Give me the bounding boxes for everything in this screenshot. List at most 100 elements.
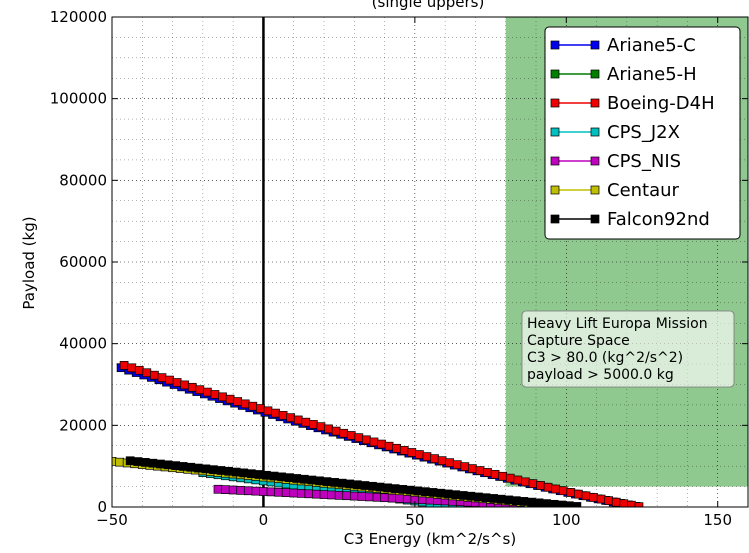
data-point [505, 473, 515, 483]
data-point [163, 460, 173, 470]
data-point [395, 494, 405, 503]
data-point [574, 489, 583, 499]
data-point [362, 435, 371, 445]
data-point [312, 489, 321, 499]
data-point [345, 479, 355, 489]
data-point [375, 482, 385, 492]
data-point [490, 470, 500, 479]
data-point [496, 494, 506, 504]
data-point [157, 373, 167, 382]
data-point [365, 492, 374, 502]
data-point [271, 408, 280, 418]
legend-label: Ariane5-H [607, 64, 697, 85]
data-point [150, 370, 159, 380]
x-tick-label: 50 [405, 511, 424, 529]
data-point [327, 490, 336, 500]
data-point [452, 460, 462, 470]
y-tick-label: 100000 [50, 90, 107, 108]
data-point [148, 458, 158, 468]
data-point [178, 462, 188, 471]
legend-marker [550, 40, 560, 50]
annotation-line: Heavy Lift Europa Mission [527, 316, 708, 332]
data-point [119, 360, 129, 370]
data-point [233, 397, 243, 406]
data-point [543, 482, 553, 492]
data-point [187, 382, 197, 392]
legend-marker [590, 69, 600, 79]
data-point [558, 486, 568, 496]
legend-marker [590, 40, 600, 50]
data-point [330, 478, 339, 487]
legend-marker [590, 214, 600, 224]
data-point [513, 475, 523, 485]
legend-label: Falcon92nd [607, 209, 710, 230]
data-point [445, 458, 455, 468]
data-point [331, 426, 341, 436]
y-axis-label: Payload (kg) [20, 216, 38, 309]
data-point [231, 467, 241, 477]
data-point [521, 477, 530, 487]
data-point [390, 484, 400, 493]
data-point [201, 464, 211, 474]
chart-title: (single uppers) [372, 0, 485, 11]
data-point [357, 492, 367, 501]
annotation-box [521, 310, 735, 388]
data-point [309, 420, 318, 429]
data-point [256, 404, 265, 413]
data-point [542, 499, 551, 507]
data-point [627, 500, 636, 507]
legend-marker [550, 98, 560, 108]
data-point [337, 478, 347, 488]
y-tick-label: 40000 [59, 335, 107, 353]
x-tick-label: 100 [552, 511, 581, 529]
data-point [315, 476, 324, 486]
data-point [528, 479, 538, 489]
data-point [481, 493, 491, 503]
data-point [349, 491, 359, 501]
data-point [221, 485, 230, 494]
data-point [498, 471, 508, 481]
data-point [415, 450, 424, 459]
data-point [203, 387, 212, 397]
data-point [301, 417, 311, 427]
data-point [551, 484, 561, 494]
data-point [292, 474, 302, 483]
data-point [236, 486, 246, 495]
data-point [322, 477, 332, 486]
data-point [209, 465, 218, 475]
x-tick-label: −50 [96, 511, 128, 529]
data-point [240, 399, 250, 409]
data-point [399, 446, 409, 455]
data-point [224, 466, 233, 476]
x-tick-label: 0 [259, 511, 269, 529]
data-point [380, 493, 389, 503]
data-point [534, 498, 544, 507]
legend-marker [590, 156, 600, 166]
data-point [581, 491, 591, 501]
x-tick-label: 150 [703, 511, 732, 529]
data-point [278, 411, 288, 420]
data-point [289, 488, 299, 498]
data-point [466, 491, 476, 501]
data-point [246, 469, 256, 479]
data-point [286, 413, 296, 423]
y-tick-label: 80000 [59, 171, 107, 189]
series-boeing-d4h [119, 360, 644, 507]
data-point [248, 401, 258, 411]
data-point [172, 378, 182, 387]
data-point [180, 380, 190, 390]
data-point [186, 462, 196, 472]
legend-marker [550, 214, 560, 224]
data-point [468, 464, 477, 473]
data-point [216, 466, 226, 475]
legend-marker [550, 127, 560, 137]
data-point [421, 487, 430, 497]
data-point [402, 494, 412, 504]
data-point [281, 488, 291, 497]
data-point [604, 496, 614, 505]
legend-marker [550, 69, 560, 79]
data-point [572, 502, 582, 507]
data-point [284, 473, 294, 483]
y-tick-label: 20000 [59, 416, 107, 434]
